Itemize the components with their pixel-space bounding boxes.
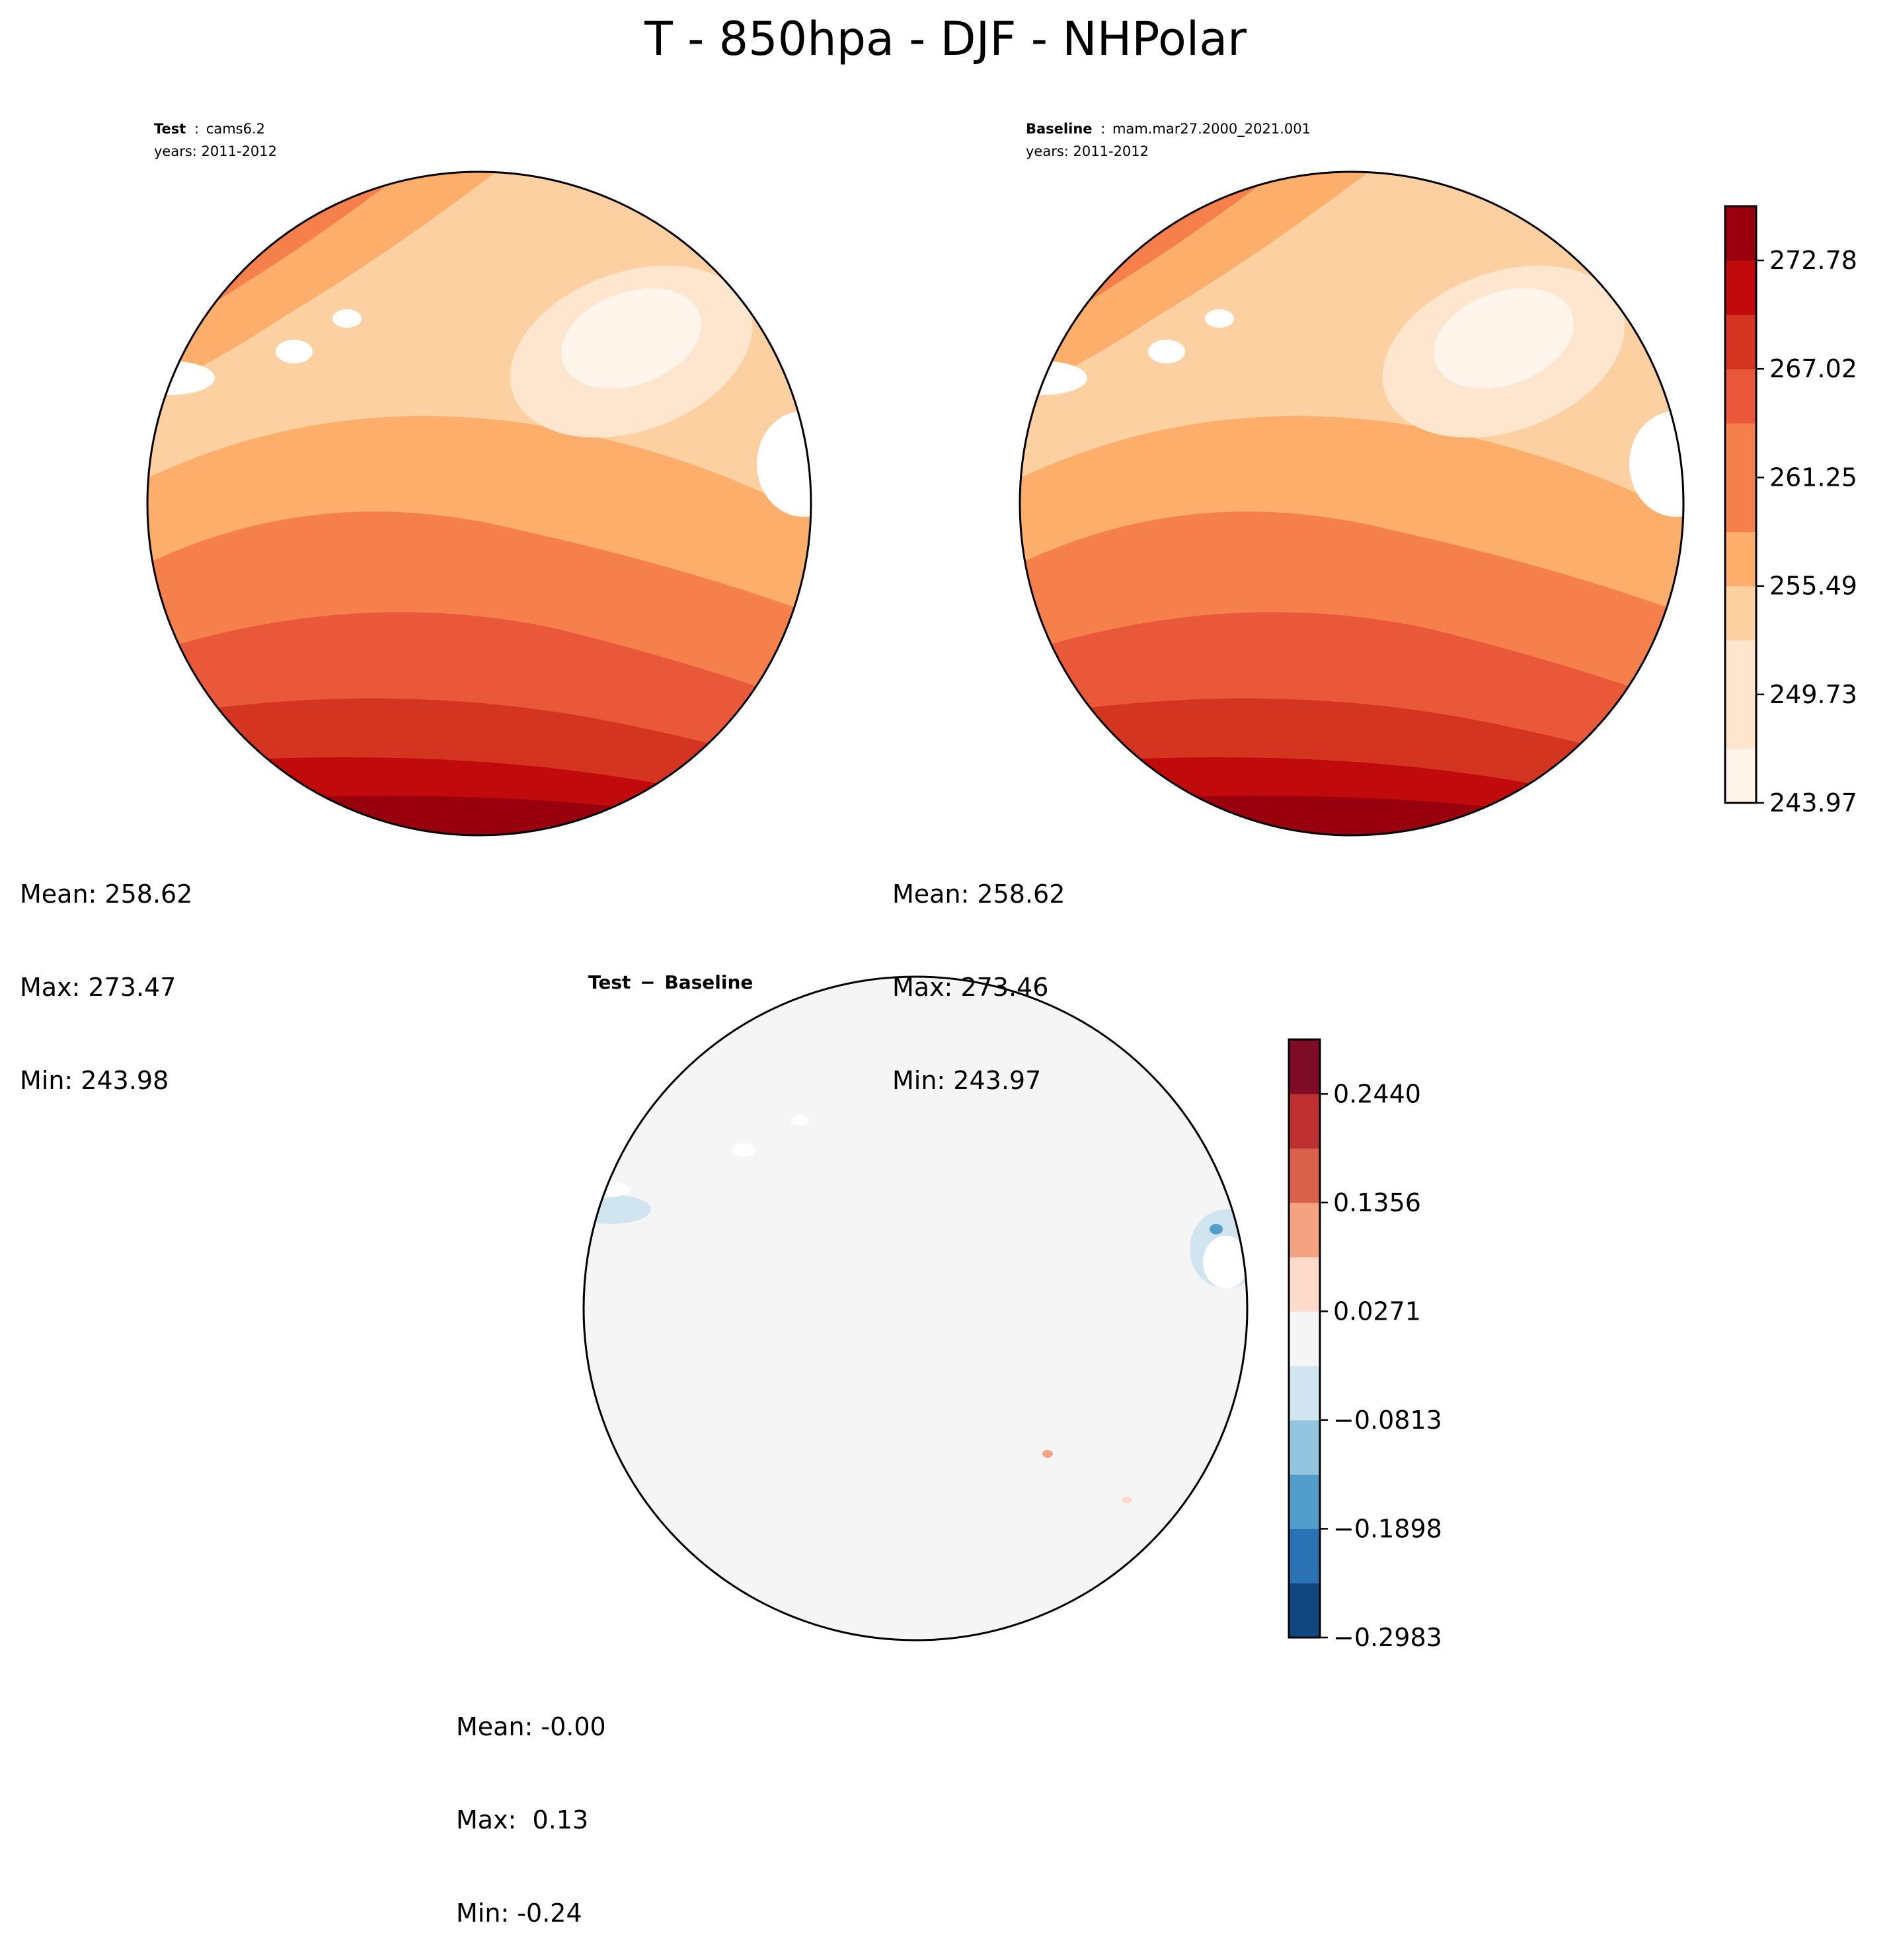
baseline-stat-max: Max: 273.46 <box>892 973 1049 1002</box>
test-map-boundary <box>146 170 812 837</box>
cbar-abs-swatch-5 <box>1725 477 1756 533</box>
cbar-diff-swatch-4 <box>1289 1365 1320 1421</box>
cbar-diff-tick-label-0: −0.2983 <box>1333 1623 1442 1652</box>
diff-title-baseline: Baseline <box>664 971 753 993</box>
colorbar-difference: −0.2983 −0.1898 −0.0813 0.0271 0.1356 0.2440 <box>1288 1038 1442 1652</box>
test-case-name: cams6.2 <box>206 121 265 137</box>
diff-field-base <box>584 977 1247 1640</box>
diff-patch-4 <box>1042 1450 1053 1458</box>
test-years: years: 2011-2012 <box>154 143 277 159</box>
cbar-abs-swatch-3 <box>1725 585 1756 641</box>
test-panel: Test : cams6.2 years: 2011-2012 <box>146 121 812 837</box>
test-coldest-pocket <box>560 288 702 389</box>
diff-title-test: Test <box>588 971 631 993</box>
cbar-diff-swatch-2 <box>1289 1474 1320 1529</box>
test-sep: : <box>194 121 199 137</box>
baseline-map <box>1020 172 1683 835</box>
baseline-mask-rockies <box>1020 361 1087 395</box>
diff-mask-2 <box>791 1115 809 1125</box>
test-header: Test : cams6.2 <box>154 121 265 137</box>
baseline-mask-1 <box>1148 340 1185 363</box>
baseline-sep: : <box>1100 121 1105 137</box>
cbar-diff-tick-label-3: 0.0271 <box>1333 1297 1421 1326</box>
baseline-panel: Baseline : mam.mar27.2000_2021.001 years… <box>1019 121 1685 837</box>
diff-map-boundary <box>582 975 1249 1641</box>
baseline-mask-2 <box>1205 309 1234 328</box>
test-label: Test <box>154 121 186 137</box>
baseline-map-boundary <box>1019 170 1685 837</box>
test-mask-1 <box>276 340 313 363</box>
cbar-diff-swatch-5 <box>1289 1311 1320 1367</box>
diff-map <box>584 977 1247 1640</box>
cbar-abs-tick-label-1: 249.73 <box>1769 680 1857 709</box>
baseline-years: years: 2011-2012 <box>1026 143 1149 159</box>
cbar-diff-swatch-0 <box>1289 1583 1320 1638</box>
diff-patch-5 <box>1122 1497 1132 1503</box>
figure-canvas: Test : cams6.2 years: 2011-2012 Baseline… <box>146 121 1857 1652</box>
baseline-stats: Mean: 258.62 Max: 273.46 Min: 243.97 <box>892 817 1065 1127</box>
cbar-diff-swatch-7 <box>1289 1202 1320 1258</box>
baseline-label: Baseline <box>1026 121 1093 137</box>
cbar-abs-swatch-8 <box>1725 315 1756 369</box>
baseline-case-name: mam.mar27.2000_2021.001 <box>1112 121 1311 137</box>
baseline-stat-mean: Mean: 258.62 <box>892 880 1065 909</box>
baseline-mask-tibet <box>1629 411 1683 517</box>
cbar-abs-swatch-4 <box>1725 531 1756 587</box>
diff-stats: Mean: -0.00 Max: 0.13 Min: -0.24 <box>456 1649 606 1960</box>
page-title: T - 850hpa - DJF - NHPolar <box>644 12 1247 66</box>
cbar-abs-frame <box>1724 205 1757 804</box>
cbar-diff-tick-label-4: 0.1356 <box>1333 1188 1421 1217</box>
cbar-diff-tick-label-2: −0.0813 <box>1333 1406 1442 1435</box>
diff-title-minus: − <box>640 971 655 993</box>
test-mask-tibet <box>757 411 811 517</box>
colorbar-absolute: 243.97 249.73 255.49 261.25 267.02 272.78 <box>1724 205 1857 817</box>
diff-stat-max: Max: 0.13 <box>456 1805 589 1834</box>
cbar-abs-tick-label-0: 243.97 <box>1769 788 1857 817</box>
cbar-diff-tick-label-5: 0.2440 <box>1333 1079 1421 1108</box>
test-mask-2 <box>332 309 362 328</box>
cbar-abs-swatch-7 <box>1725 369 1756 424</box>
baseline-stat-min: Min: 243.97 <box>892 1066 1042 1095</box>
test-stats: Mean: 258.62 Max: 273.47 Min: 243.98 <box>20 817 192 1127</box>
baseline-header: Baseline : mam.mar27.2000_2021.001 <box>1026 121 1311 137</box>
cbar-diff-tick-label-1: −0.1898 <box>1333 1514 1442 1543</box>
cbar-abs-swatch-0 <box>1725 748 1756 804</box>
diff-patch-1 <box>584 1195 651 1224</box>
test-stat-max: Max: 273.47 <box>20 973 176 1002</box>
cbar-diff-swatch-10 <box>1289 1039 1320 1094</box>
cbar-abs-swatch-10 <box>1725 206 1756 261</box>
diff-patch-3 <box>1210 1224 1223 1234</box>
baseline-coldest-pocket <box>1433 288 1574 389</box>
diff-title: Test − Baseline <box>588 971 753 993</box>
diff-stat-min: Min: -0.24 <box>456 1899 582 1928</box>
cbar-abs-tick-label-5: 272.78 <box>1769 246 1857 275</box>
cbar-abs-tick-label-4: 267.02 <box>1769 354 1857 383</box>
cbar-diff-swatch-1 <box>1289 1528 1320 1584</box>
cbar-abs-swatch-9 <box>1725 260 1756 315</box>
cbar-diff-swatch-9 <box>1289 1094 1320 1149</box>
test-mask-rockies <box>147 361 215 395</box>
cbar-abs-swatch-6 <box>1725 423 1756 478</box>
cbar-abs-tick-label-2: 255.49 <box>1769 572 1857 601</box>
cbar-diff-swatch-6 <box>1289 1257 1320 1312</box>
diff-mask-tibet <box>1203 1236 1247 1289</box>
cbar-diff-swatch-8 <box>1289 1148 1320 1203</box>
cbar-diff-frame <box>1288 1038 1321 1639</box>
cbar-abs-tick-label-3: 261.25 <box>1769 463 1857 492</box>
test-stat-min: Min: 243.98 <box>20 1066 169 1095</box>
diff-stat-mean: Mean: -0.00 <box>456 1712 606 1741</box>
diff-mask-1 <box>732 1143 755 1156</box>
cbar-abs-swatch-1 <box>1725 694 1756 749</box>
cbar-diff-swatch-3 <box>1289 1419 1320 1475</box>
test-map <box>147 172 811 835</box>
cbar-abs-swatch-2 <box>1725 640 1756 695</box>
test-stat-mean: Mean: 258.62 <box>20 880 193 909</box>
diff-panel: Test − Baseline <box>582 971 1249 1641</box>
